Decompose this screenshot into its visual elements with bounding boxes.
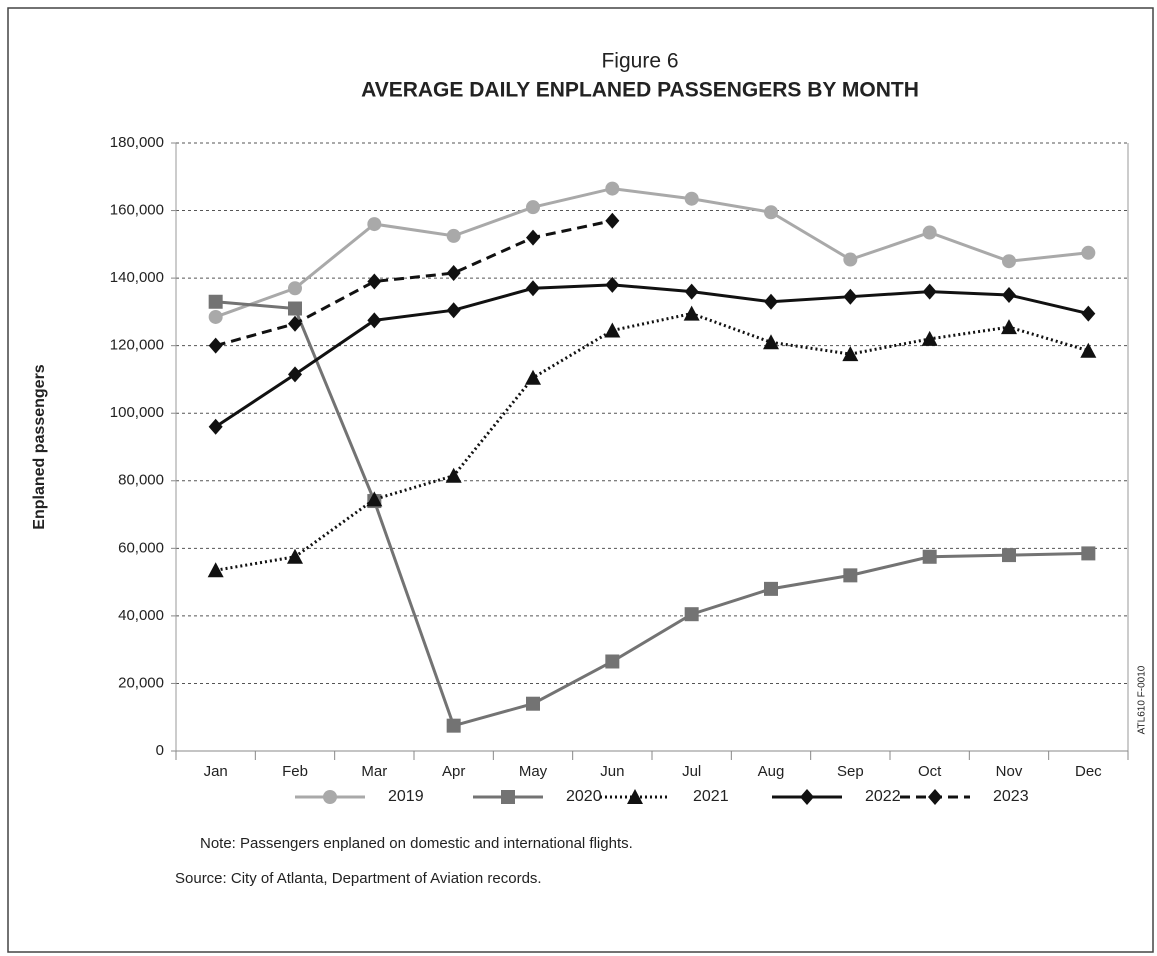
marker — [526, 696, 540, 711]
marker — [207, 562, 224, 578]
side-label: ATL610 F-0010 — [1137, 665, 1148, 734]
marker — [684, 191, 699, 206]
marker — [367, 312, 382, 329]
legend-marker — [928, 789, 942, 805]
marker — [288, 281, 302, 296]
frame — [7, 7, 1154, 953]
marker — [764, 205, 778, 220]
legend-label: 2021 — [693, 788, 729, 805]
series-line — [215, 312, 1089, 572]
y-axis-label: Enplaned passengers — [31, 364, 48, 529]
marker — [288, 315, 302, 332]
marker — [605, 654, 620, 669]
marker — [605, 276, 620, 293]
marker — [1002, 548, 1016, 563]
marker — [684, 283, 699, 300]
marker — [446, 228, 461, 243]
marker — [604, 322, 621, 338]
marker — [922, 283, 937, 300]
marker — [1080, 342, 1097, 358]
marker — [764, 293, 778, 310]
marker — [843, 288, 858, 305]
x-tick-label: May — [519, 763, 548, 780]
marker — [526, 229, 540, 246]
y-tick-label: 180,000 — [110, 134, 164, 151]
x-tick-label: Sep — [837, 763, 864, 780]
legend-marker — [627, 789, 643, 804]
chart-subtitle: AVERAGE DAILY ENPLANED PASSENGERS BY MON… — [361, 79, 919, 102]
marker — [921, 330, 938, 346]
marker — [922, 225, 937, 240]
legend-label: 2022 — [865, 788, 901, 805]
marker — [764, 581, 778, 596]
marker — [208, 337, 223, 354]
marker — [683, 305, 700, 321]
marker — [1002, 254, 1016, 269]
x-tick-label: Jan — [204, 763, 228, 780]
x-tick-label: Dec — [1075, 763, 1102, 780]
note: Note: Passengers enplaned on domestic an… — [200, 835, 633, 852]
marker — [842, 346, 859, 362]
y-tick-label: 120,000 — [110, 337, 164, 354]
series-line — [214, 283, 1089, 428]
legend-marker — [800, 789, 814, 805]
marker — [526, 280, 540, 297]
marker — [1081, 245, 1096, 260]
legend-label: 2023 — [993, 788, 1029, 805]
marker — [843, 568, 858, 583]
marker — [1081, 305, 1096, 322]
legend-label: 2020 — [566, 788, 602, 805]
marker — [843, 252, 858, 267]
marker — [526, 200, 540, 215]
series-line — [215, 300, 1089, 728]
legend-label: 2019 — [388, 788, 424, 805]
marker — [208, 309, 223, 324]
marker — [208, 418, 223, 435]
x-tick-label: Feb — [282, 763, 308, 780]
y-tick-label: 60,000 — [118, 539, 164, 556]
marker — [684, 607, 699, 622]
marker — [367, 217, 382, 232]
marker — [208, 294, 223, 309]
x-tick-label: Aug — [758, 763, 785, 780]
marker — [1081, 546, 1096, 561]
marker — [525, 369, 541, 385]
y-tick-label: 0 — [156, 742, 164, 759]
legend-marker — [501, 790, 515, 804]
x-tick-label: Jun — [600, 763, 624, 780]
marker — [922, 549, 937, 564]
marker — [446, 718, 461, 733]
marker — [446, 265, 461, 282]
marker — [287, 548, 303, 564]
marker — [288, 366, 302, 383]
x-tick-label: Jul — [682, 763, 701, 780]
x-tick-label: Mar — [361, 763, 387, 780]
series-line — [215, 219, 613, 348]
marker — [446, 302, 461, 319]
marker — [763, 334, 779, 350]
chart-title: Figure 6 — [601, 50, 678, 73]
y-tick-label: 40,000 — [118, 607, 164, 624]
marker — [1001, 319, 1017, 335]
y-tick-label: 80,000 — [118, 472, 164, 489]
marker — [288, 301, 302, 316]
marker — [366, 491, 383, 507]
y-tick-label: 100,000 — [110, 404, 164, 421]
marker — [367, 273, 382, 290]
marker — [605, 181, 620, 196]
x-tick-label: Nov — [996, 763, 1023, 780]
x-tick-label: Oct — [918, 763, 942, 780]
y-tick-label: 160,000 — [110, 202, 164, 219]
marker — [1002, 287, 1016, 303]
y-tick-label: 140,000 — [110, 269, 164, 286]
legend-marker — [323, 790, 337, 804]
y-tick-label: 20,000 — [118, 674, 164, 691]
source: Source: City of Atlanta, Department of A… — [175, 870, 542, 887]
marker — [605, 212, 620, 229]
marker — [445, 467, 462, 483]
series-line — [215, 187, 1089, 319]
x-tick-label: Apr — [442, 763, 465, 780]
